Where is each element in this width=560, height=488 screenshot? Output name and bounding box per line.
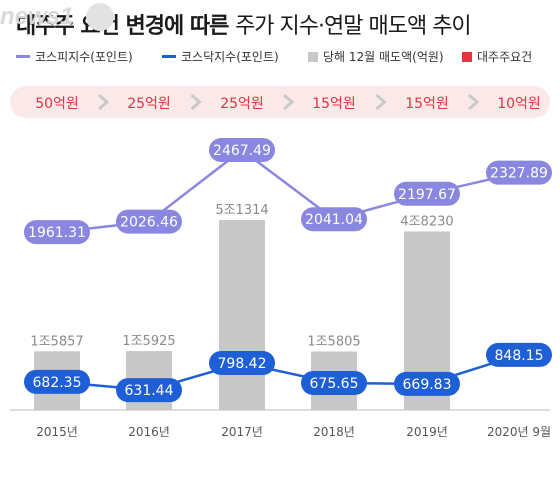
kospi-point-3: [301, 207, 367, 232]
x-tick-label-5: 2020년 9월: [487, 425, 551, 439]
kosdaq-point-5: [486, 342, 552, 367]
sales-bar-label-0: 1조5857: [30, 334, 83, 349]
requirement-arrow-3: [375, 93, 387, 111]
news1-logo: news1: [0, 3, 114, 31]
title-rest: 주가 지수·연말 매도액 추이: [235, 14, 472, 39]
kosdaq-point-4: [394, 371, 460, 396]
legend-swatch-kosdaq: [162, 55, 176, 58]
legend-label-sales: 당해 12월 매도액(억원): [323, 50, 444, 64]
requirement-label-2: 25억원: [220, 96, 264, 112]
kosdaq-value-label-2: 798.42: [218, 356, 267, 372]
kospi-point-0: [24, 220, 90, 245]
title-bold: 대주주 요건 변경에 따른: [16, 14, 229, 39]
requirement-arrow-1: [190, 93, 202, 111]
legend-swatch-kospi: [16, 55, 30, 58]
kospi-value-label-1: 2026.46: [120, 215, 178, 231]
legend-label-kosdaq: 코스닥지수(포인트): [181, 50, 279, 64]
kospi-value-label-5: 2327.89: [490, 166, 548, 182]
kosdaq-value-label-4: 669.83: [403, 377, 452, 393]
requirement-label-3: 15억원: [312, 96, 356, 112]
kosdaq-point-0: [24, 369, 90, 394]
kospi-point-5: [486, 160, 552, 185]
kospi-point-2: [209, 138, 275, 163]
kospi-value-label-4: 2197.67: [398, 187, 456, 203]
legend-item-kospi: 코스피지수(포인트): [16, 48, 133, 65]
sales-bar-label-1: 1조5925: [122, 334, 175, 349]
x-tick-label-2: 2017년: [221, 425, 263, 439]
kosdaq-point-1: [116, 378, 182, 403]
legend-item-kosdaq: 코스닥지수(포인트): [162, 48, 279, 65]
sales-bar-2: [219, 220, 265, 410]
watermark-text: news1: [0, 3, 73, 30]
x-tick-label-1: 2016년: [128, 425, 170, 439]
requirement-arrow-4: [468, 93, 480, 111]
requirement-label-5: 10억원: [497, 96, 541, 112]
x-tick-label-4: 2019년: [406, 425, 448, 439]
x-tick-label-3: 2018년: [313, 425, 355, 439]
requirement-label-1: 25억원: [127, 96, 171, 112]
legend-label-kospi: 코스피지수(포인트): [35, 50, 133, 64]
watermark-badge: [86, 3, 114, 31]
requirement-label-4: 15억원: [405, 96, 449, 112]
sales-bar-label-3: 1조5805: [307, 334, 360, 349]
legend-swatch-sales: [308, 51, 318, 62]
sales-bar-label-4: 4조8230: [400, 214, 453, 229]
kosdaq-value-label-1: 631.44: [125, 383, 174, 399]
kosdaq-point-3: [301, 370, 367, 395]
legend-item-requirement: 대주주요건: [462, 48, 532, 65]
sales-bar-label-2: 5조1314: [215, 203, 268, 218]
kosdaq-value-label-3: 675.65: [310, 376, 359, 392]
legend-swatch-requirement: [462, 51, 472, 62]
x-tick-label-0: 2015년: [36, 425, 78, 439]
requirement-arrow-0: [98, 93, 110, 111]
legend-label-requirement: 대주주요건: [477, 50, 533, 64]
kosdaq-value-label-5: 848.15: [495, 348, 544, 364]
kospi-point-1: [116, 209, 182, 234]
chart-title: 대주주 요건 변경에 따른 주가 지수·연말 매도액 추이: [16, 8, 472, 40]
requirement-label-0: 50억원: [35, 96, 79, 112]
requirement-arrow-2: [283, 93, 295, 111]
kospi-point-4: [394, 181, 460, 206]
kospi-value-label-3: 2041.04: [305, 212, 363, 228]
kosdaq-point-2: [209, 351, 275, 376]
kosdaq-value-label-0: 682.35: [33, 375, 82, 391]
kospi-value-label-2: 2467.49: [213, 143, 271, 159]
legend-item-sales: 당해 12월 매도액(억원): [308, 48, 444, 65]
requirement-band: [10, 86, 550, 118]
kospi-value-label-0: 1961.31: [28, 225, 86, 241]
